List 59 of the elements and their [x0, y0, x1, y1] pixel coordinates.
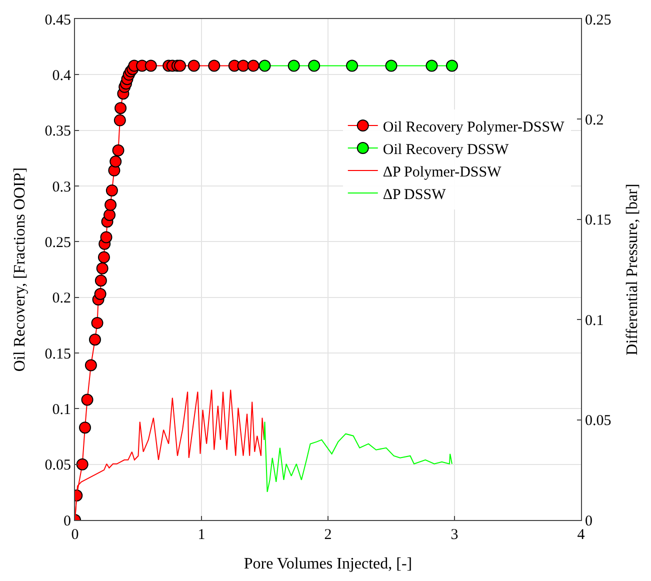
point	[94, 288, 106, 300]
y-tick-label: 0	[64, 513, 71, 530]
point	[110, 156, 122, 168]
y2-tick-label: 0.05	[585, 413, 612, 430]
line-series	[264, 421, 452, 492]
point	[96, 262, 108, 274]
legend-label: ΔP DSSW	[382, 186, 447, 203]
y-tick-label: 0.1	[52, 402, 71, 418]
point	[98, 251, 110, 264]
point	[188, 60, 200, 72]
point	[104, 198, 117, 211]
point	[106, 184, 118, 196]
legend-label: Oil Recovery DSSW	[382, 142, 510, 158]
point	[76, 458, 88, 470]
point	[94, 274, 107, 287]
point	[78, 422, 91, 434]
point	[91, 316, 104, 329]
point	[247, 60, 260, 72]
y2-axis-title: Differential Pressure, [bar]	[624, 184, 641, 356]
y-axis-title: Oil Recovery, [Fractions OOIP]	[12, 167, 29, 372]
y-tick-label: 0.25	[44, 234, 71, 251]
y-tick-label: 0.2	[52, 290, 71, 307]
point	[114, 102, 127, 114]
point	[84, 359, 97, 372]
point	[385, 60, 398, 72]
point	[88, 334, 101, 346]
y2-tick-label: 0.15	[585, 212, 612, 229]
y2-tick-label: 0.25	[585, 12, 612, 28]
y2-tick-label: 0	[585, 513, 592, 530]
point	[174, 60, 186, 72]
point	[258, 60, 271, 72]
legend-label: Oil Recovery Polymer-DSSW	[382, 119, 566, 136]
point	[446, 60, 458, 72]
point	[308, 60, 320, 72]
point	[237, 60, 250, 72]
x-axis-title: Pore Volumes Injected, [-]	[244, 556, 412, 573]
point	[346, 60, 358, 72]
point	[104, 208, 116, 221]
point	[208, 60, 220, 72]
point	[100, 231, 112, 244]
y-tick-label: 0.35	[44, 124, 71, 140]
point	[112, 144, 124, 156]
point	[81, 394, 94, 406]
y2-tick-label: 0.2	[585, 112, 604, 128]
y-tick-label: 0.05	[44, 458, 71, 474]
y2-tick-label: 0.1	[585, 312, 604, 329]
point	[144, 60, 157, 72]
legend-label: ΔP Polymer-DSSW	[382, 164, 502, 180]
point	[288, 60, 300, 72]
y-tick-label: 0.3	[52, 179, 71, 196]
x-tick-label: 1	[198, 527, 206, 543]
y-tick-label: 0.45	[44, 12, 71, 28]
point	[114, 114, 126, 126]
x-tick-label: 2	[324, 527, 332, 543]
y-tick-label: 0.4	[52, 68, 72, 84]
point	[426, 60, 438, 72]
y-tick-label: 0.15	[44, 346, 71, 362]
x-tick-label: 3	[450, 527, 458, 543]
x-tick-label: 4	[577, 527, 586, 543]
